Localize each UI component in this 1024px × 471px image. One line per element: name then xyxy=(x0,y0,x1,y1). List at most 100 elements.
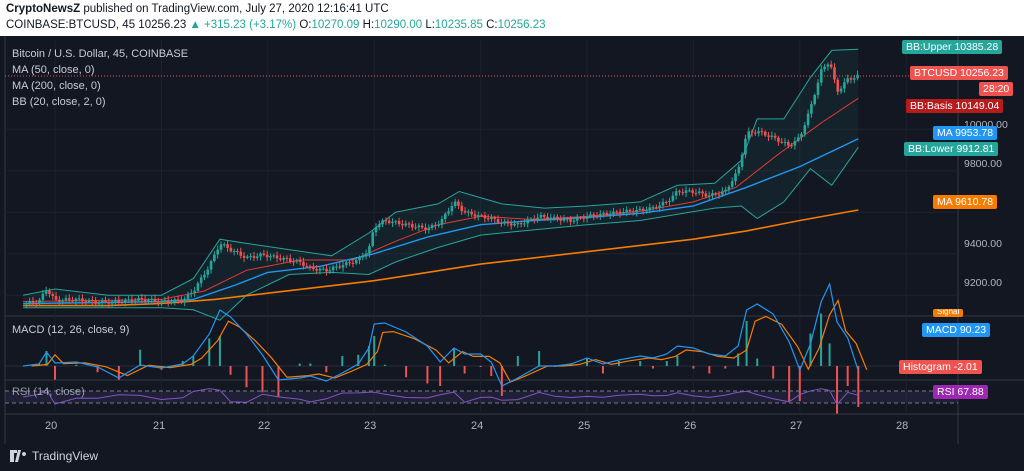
high-value: 10290.00 xyxy=(374,19,423,31)
candle-body xyxy=(420,225,424,228)
candle-body xyxy=(137,297,140,301)
candle-body xyxy=(533,218,536,220)
candle-body xyxy=(602,212,605,214)
candle-body xyxy=(793,140,797,146)
candle-body xyxy=(509,223,513,226)
candle-body xyxy=(183,298,187,303)
histogram-bar xyxy=(820,313,823,366)
candle-body xyxy=(546,216,549,220)
candle-body xyxy=(800,133,803,138)
histogram-bar xyxy=(692,366,695,369)
publish-line: CryptoNewsZ published on TradingView.com… xyxy=(6,3,389,15)
candle-body xyxy=(655,207,658,209)
candle-body xyxy=(704,193,708,197)
candle-body xyxy=(648,207,652,211)
histogram-tag: Histogram -2.01 xyxy=(899,360,982,374)
candle-body xyxy=(246,256,249,258)
rsi-tag: RSI 67.88 xyxy=(933,385,988,399)
candle-body xyxy=(467,211,470,213)
bb-basis-tag: BB:Basis 10149.04 xyxy=(906,99,1004,113)
candle-body xyxy=(325,268,328,272)
candle-body xyxy=(589,214,592,217)
candle-body xyxy=(31,301,35,303)
candle-body xyxy=(513,223,516,226)
histogram-bar xyxy=(846,366,849,386)
ma50-tag: MA 9953.78 xyxy=(933,126,998,140)
candle-body xyxy=(608,214,612,216)
candle-body xyxy=(552,216,556,218)
candle-body xyxy=(275,255,279,259)
candle-body xyxy=(813,94,816,105)
x-tick-24: 24 xyxy=(471,420,484,432)
last-price: 10256.23 xyxy=(138,19,187,31)
candle-body xyxy=(556,216,559,220)
candle-body xyxy=(622,212,625,214)
candle-body xyxy=(378,224,381,228)
candle-body xyxy=(387,220,391,224)
candle-body xyxy=(740,154,744,167)
candle-body xyxy=(140,297,144,300)
candle-body xyxy=(836,79,840,92)
candle-body xyxy=(285,257,289,259)
candle-body xyxy=(58,299,61,302)
candle-body xyxy=(34,302,38,304)
candle-body xyxy=(354,260,358,264)
close-label: C: xyxy=(486,19,498,31)
y-tick-9800: 9800.00 xyxy=(964,158,1002,170)
candle-body xyxy=(427,228,431,231)
histogram-bar xyxy=(857,366,860,407)
candle-body xyxy=(262,253,266,255)
candle-body xyxy=(335,266,338,268)
candle-body xyxy=(796,137,800,141)
candle-body xyxy=(694,192,698,194)
candle-body xyxy=(302,261,305,266)
candle-body xyxy=(701,191,704,194)
price-chart[interactable] xyxy=(0,36,1024,444)
candle-body xyxy=(104,300,107,303)
candle-body xyxy=(222,244,226,246)
candle-body xyxy=(391,221,394,224)
candle-body xyxy=(252,256,256,258)
histogram-bar xyxy=(601,366,604,374)
candle-body xyxy=(790,145,793,147)
candle-body xyxy=(407,223,411,225)
candle-body xyxy=(417,225,421,228)
histogram-bar xyxy=(218,336,221,366)
author-name: CryptoNewsZ xyxy=(6,3,81,15)
candle-body xyxy=(374,227,378,233)
candle-body xyxy=(767,135,770,137)
close-value: 10256.23 xyxy=(497,19,546,31)
candle-body xyxy=(153,298,157,302)
candle-body xyxy=(176,299,180,301)
candle-body xyxy=(358,257,361,261)
histogram-bar xyxy=(277,366,280,398)
candle-body xyxy=(371,232,375,247)
histogram-bar xyxy=(192,356,195,366)
candle-body xyxy=(61,300,64,302)
bb-upper-tag: BB:Upper 10385.28 xyxy=(902,40,1003,54)
candle-body xyxy=(292,261,295,263)
candle-body xyxy=(345,262,348,266)
candle-body xyxy=(180,300,183,303)
candle-body xyxy=(585,216,589,219)
candle-body xyxy=(239,251,243,256)
candle-body xyxy=(500,222,503,224)
candle-body xyxy=(282,257,285,260)
candle-body xyxy=(114,300,117,302)
histogram-bar xyxy=(651,366,654,369)
x-tick-27: 27 xyxy=(790,420,803,432)
candle-body xyxy=(305,265,309,267)
candle-body xyxy=(635,209,638,213)
candle-body xyxy=(157,301,160,303)
histogram-bar xyxy=(357,354,360,366)
candle-body xyxy=(259,253,262,257)
histogram-bar xyxy=(772,366,775,379)
candle-body xyxy=(189,293,193,295)
bb-basis-line xyxy=(23,97,859,302)
candle-body xyxy=(160,300,163,303)
x-tick-22: 22 xyxy=(258,420,271,432)
candle-body xyxy=(308,266,312,268)
candle-body xyxy=(549,217,553,220)
candle-body xyxy=(64,298,68,301)
candle-body xyxy=(612,211,615,215)
